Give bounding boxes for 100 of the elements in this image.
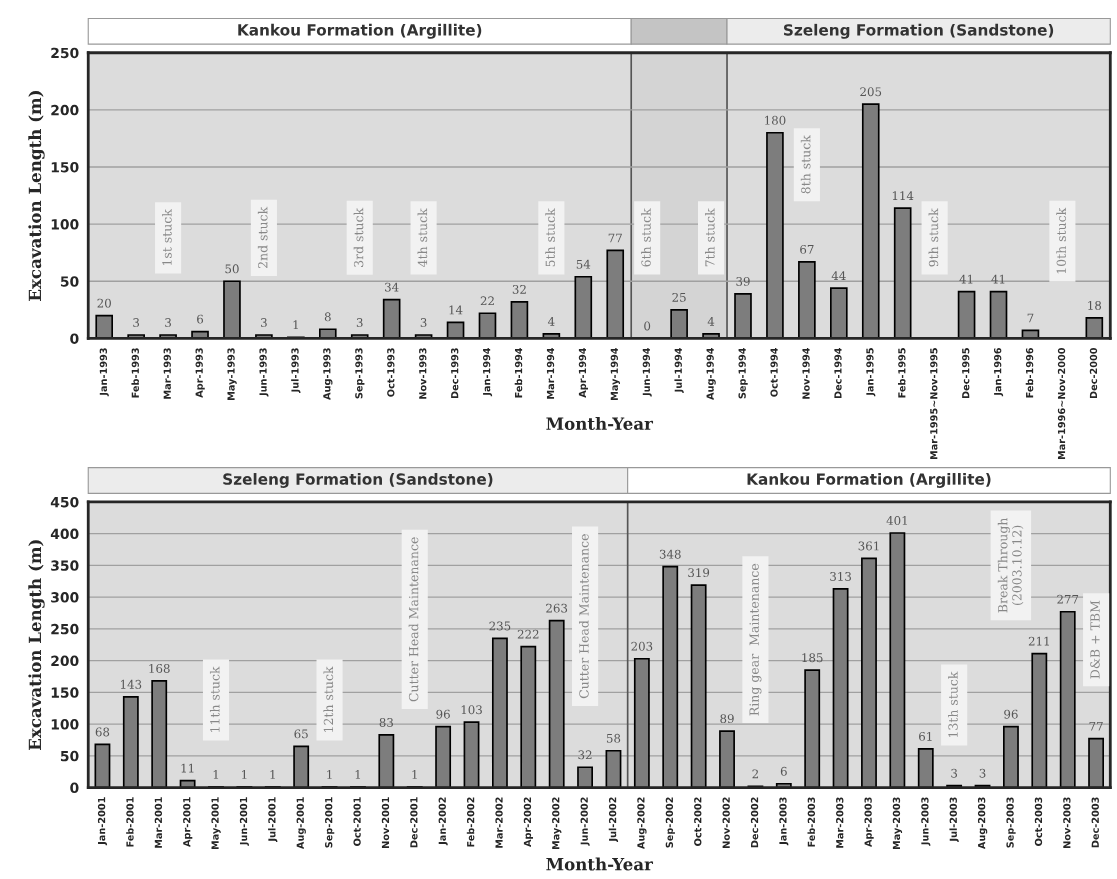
x-tick-label: May-1994	[610, 347, 620, 400]
x-tick-label: Mar-1995~Nov-1995	[930, 348, 938, 460]
x-tick-label: May-2003	[892, 797, 903, 850]
data-label: 14	[449, 305, 463, 315]
data-label: 222	[517, 629, 539, 639]
data-label: 22	[480, 296, 494, 306]
data-label: 2	[752, 769, 759, 779]
data-label: 44	[831, 271, 846, 280]
text: Kankou Formation (Argillite)	[238, 23, 482, 39]
data-label: 20	[97, 298, 111, 308]
data-label: 1	[242, 770, 247, 779]
x-tick-label: Nov-2001	[381, 797, 390, 848]
x-tick-label: Sep-1993	[355, 348, 365, 399]
x-tick-label: Sep-2001	[325, 797, 335, 848]
data-label: 319	[688, 568, 710, 578]
data-label: 41	[959, 274, 973, 284]
data-label: 0	[644, 321, 651, 331]
x-tick-label: Jul-1994	[674, 347, 684, 393]
x-tick-label: Dec-2000	[1089, 347, 1098, 399]
x-tick-label: Dec-2003	[1091, 797, 1099, 848]
data-label: 50	[225, 264, 239, 274]
x-tick-label: Dec-1994	[834, 347, 842, 399]
x-axis-title: Month-Year	[546, 857, 654, 871]
data-label: 180	[765, 115, 786, 125]
x-tick-label: May-2001	[211, 797, 221, 850]
data-label: 4	[707, 316, 715, 326]
x-tick-label: May-1993	[227, 348, 237, 400]
data-label: 1	[355, 770, 361, 779]
annotation: Cutter Head Maintenance	[579, 534, 589, 699]
y-tick-label: 400	[50, 528, 79, 540]
data-label: 3	[356, 318, 363, 327]
data-label: 348	[659, 549, 681, 559]
data-label: 61	[919, 731, 932, 741]
x-tick-label: Jun-1993	[259, 348, 269, 397]
annotation: Cutter Head Maintenance	[408, 537, 419, 702]
x-tick-label: Apr-2002	[523, 797, 533, 847]
data-label: 1	[213, 770, 219, 779]
data-label: 185	[802, 653, 823, 663]
y-tick-label: 50	[60, 276, 79, 287]
annotation: 4th stuck	[417, 208, 428, 267]
data-label: 83	[379, 717, 393, 727]
y-tick-label: 100	[51, 219, 79, 230]
annotation: 12th stuck	[323, 666, 334, 732]
x-tick-label: Nov-1993	[419, 348, 427, 399]
data-label: 205	[860, 87, 882, 97]
data-label: 6	[780, 766, 787, 776]
y-tick-label: 350	[51, 560, 79, 571]
data-label: 1	[412, 770, 417, 779]
x-tick-label: Jan-1993	[99, 348, 109, 397]
annotation: Ring gear Maintenance	[749, 563, 762, 716]
x-tick-label: Jul-2002	[608, 797, 619, 843]
x-tick-label: Apr-2001	[183, 797, 193, 847]
annotation: Break Through (2003.10.12)	[997, 517, 1024, 613]
x-tick-label: Jun-1994	[642, 347, 652, 397]
data-label: 361	[858, 541, 879, 551]
data-label: 68	[95, 727, 110, 737]
annotation: 6th stuck	[641, 208, 651, 267]
data-label: 3	[979, 768, 986, 778]
x-tick-label: Oct-1993	[387, 348, 395, 397]
data-label: 3	[951, 768, 958, 778]
x-tick-label: Feb-1993	[131, 348, 139, 398]
data-label: 96	[1004, 709, 1018, 719]
x-tick-label: Feb-1995	[897, 348, 906, 398]
x-tick-label: Aug-2003	[977, 797, 988, 850]
x-tick-label: May-2002	[552, 797, 562, 850]
data-label: 1	[270, 770, 275, 779]
data-label: 67	[800, 244, 814, 254]
x-tick-label: Nov-2003	[1063, 797, 1071, 848]
data-label: 211	[1028, 636, 1049, 646]
annotation: 3rd stuck	[353, 207, 364, 267]
data-label: 114	[892, 191, 914, 200]
x-tick-label: Nov-1994	[802, 347, 810, 399]
x-tick-label: Feb-2002	[466, 797, 475, 847]
data-label: 4	[547, 316, 555, 326]
x-tick-label: Mar-2002	[495, 797, 503, 848]
data-label: 6	[197, 314, 204, 324]
annotation: 7th stuck	[705, 208, 715, 267]
x-tick-label: Dec-1995	[962, 348, 970, 399]
x-tick-label: Jan-1995	[866, 348, 876, 397]
annotation: 9th stuck	[928, 208, 939, 267]
data-label: 96	[436, 709, 450, 719]
data-label: 77	[1089, 721, 1103, 731]
annotation: 10th stuck	[1056, 207, 1067, 274]
data-label: 3	[420, 318, 427, 327]
y-tick-label: 150	[51, 161, 79, 173]
x-tick-label: Feb-2003	[807, 797, 816, 847]
x-axis-title: Month-Year	[546, 416, 654, 430]
x-tick-label: Jul-2001	[268, 797, 278, 843]
data-label: 65	[294, 729, 308, 739]
x-tick-label: Jan-2003	[779, 797, 789, 846]
annotation: D&B + TBM	[1090, 600, 1100, 679]
data-label: 7	[1027, 313, 1034, 323]
data-label: 168	[149, 664, 170, 673]
x-tick-label: Mar-2001	[154, 797, 163, 848]
annotation: 11th stuck	[209, 666, 220, 732]
x-tick-label: Feb-1996	[1025, 347, 1034, 398]
y-axis-title: Excavation Length (m)	[28, 91, 45, 301]
y-tick-label: 150	[51, 687, 79, 698]
x-tick-label: Jan-1996	[993, 347, 1004, 397]
x-tick-label: Dec-2002	[750, 797, 759, 848]
